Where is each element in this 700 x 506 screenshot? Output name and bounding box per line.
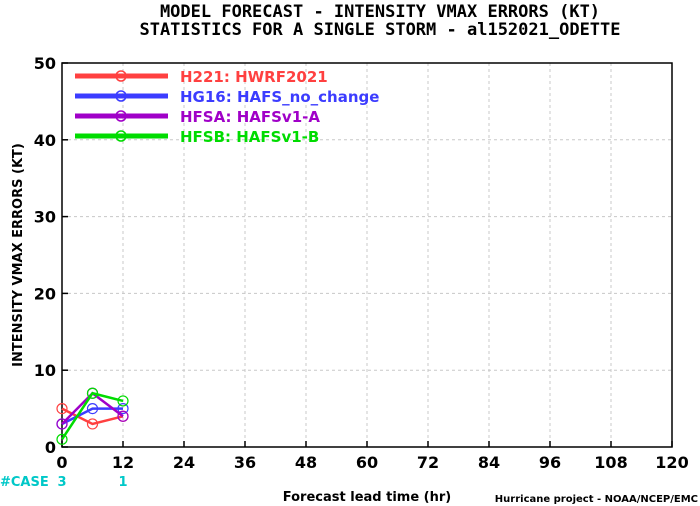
chart-title-line2: STATISTICS FOR A SINGLE STORM - al152021… [139, 20, 620, 40]
legend-label: HFSB: HAFSv1-B [180, 128, 319, 146]
data-point [86, 387, 99, 399]
case-count-label: #CASE [0, 475, 49, 490]
data-point [56, 418, 68, 430]
y-axis-ticks: 0 10 20 30 40 50 [34, 54, 68, 457]
y-tick-label: 30 [34, 208, 56, 227]
x-tick-label: 36 [234, 453, 256, 472]
x-tick-label: 0 [56, 453, 67, 472]
y-tick-label: 20 [34, 284, 56, 303]
y-tick-label: 40 [34, 131, 56, 150]
series-lines [56, 387, 129, 445]
data-point [86, 418, 99, 430]
data-point [86, 403, 99, 415]
data-point [117, 403, 129, 415]
x-tick-label: 120 [655, 453, 688, 472]
y-tick-label: 50 [34, 54, 56, 73]
case-count-value: 1 [118, 475, 127, 490]
x-tick-label: 24 [173, 453, 195, 472]
data-point [56, 403, 68, 415]
chart-title-line1: MODEL FORECAST - INTENSITY VMAX ERRORS (… [160, 2, 600, 22]
legend-marker [115, 130, 127, 142]
x-tick-label: 60 [356, 453, 378, 472]
legend: H221: HWRF2021 HG16: HAFS_no_change HFSA: … [75, 68, 379, 146]
x-axis-label: Forecast lead time (hr) [283, 490, 451, 505]
data-point [117, 395, 129, 407]
x-tick-label: 96 [539, 453, 561, 472]
legend-label: HFSA: HAFSv1-A [180, 108, 320, 126]
data-point [117, 410, 129, 422]
y-tick-label: 0 [45, 438, 56, 457]
case-count-value: 3 [57, 475, 66, 490]
x-tick-label: 12 [112, 453, 134, 472]
legend-marker [115, 70, 127, 82]
series-line [60, 391, 124, 441]
x-axis-ticks: 0 12 24 36 48 60 72 84 96 108 120 [56, 441, 689, 472]
grid [62, 63, 672, 447]
y-axis-label: INTENSITY VMAX ERRORS (KT) [11, 143, 26, 367]
legend-label: HG16: HAFS_no_change [180, 88, 379, 106]
data-point [56, 433, 68, 445]
legend-marker [115, 90, 127, 102]
x-tick-label: 108 [594, 453, 627, 472]
legend-marker [115, 110, 127, 122]
x-tick-label: 72 [417, 453, 439, 472]
x-tick-label: 84 [478, 453, 500, 472]
y-tick-label: 10 [34, 361, 56, 380]
legend-label: H221: HWRF2021 [180, 68, 328, 86]
credit-text: Hurricane project - NOAA/NCEP/EMC [495, 494, 698, 505]
x-tick-label: 48 [295, 453, 317, 472]
